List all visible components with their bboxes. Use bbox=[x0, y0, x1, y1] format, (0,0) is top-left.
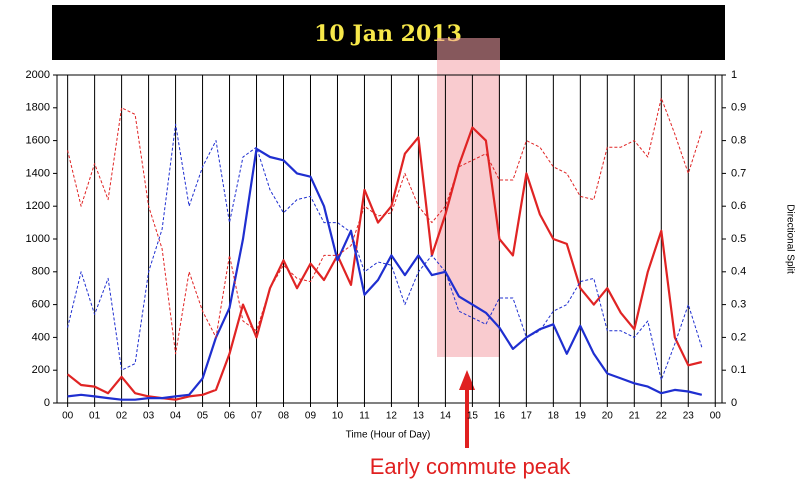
y-tick-label: 1800 bbox=[26, 102, 50, 114]
y2-tick-label: 0.3 bbox=[731, 299, 746, 311]
x-tick-label: 00 bbox=[62, 411, 74, 422]
x-tick-label: 15 bbox=[467, 411, 479, 422]
x-tick-label: 10 bbox=[332, 411, 344, 422]
y-tick-label: 0 bbox=[44, 397, 50, 409]
y2-tick-label: 1 bbox=[731, 69, 737, 81]
x-tick-label: 04 bbox=[170, 411, 182, 422]
x-tick-label: 08 bbox=[278, 411, 290, 422]
x-tick-label: 16 bbox=[494, 411, 506, 422]
series-line bbox=[67, 97, 703, 355]
x-tick-label: 18 bbox=[548, 411, 560, 422]
x-tick-label: 17 bbox=[521, 411, 533, 422]
x-tick-label: 13 bbox=[413, 411, 425, 422]
y2-tick-label: 0.5 bbox=[731, 233, 746, 245]
x-tick-label: 03 bbox=[143, 411, 155, 422]
y2-tick-label: 0 bbox=[731, 397, 737, 409]
y2-tick-label: 0.6 bbox=[731, 200, 746, 212]
arrow-head bbox=[459, 370, 475, 390]
x-tick-label: 12 bbox=[386, 411, 398, 422]
y2-tick-label: 0.9 bbox=[731, 102, 746, 114]
y-tick-label: 1400 bbox=[26, 167, 50, 179]
y-tick-label: 2000 bbox=[26, 69, 50, 81]
y2-tick-label: 0.8 bbox=[731, 135, 746, 147]
highlight-region bbox=[437, 38, 500, 357]
x-tick-label: 07 bbox=[251, 411, 263, 422]
y-tick-label: 1600 bbox=[26, 135, 50, 147]
x-tick-label: 21 bbox=[629, 411, 641, 422]
x-tick-label: 05 bbox=[197, 411, 209, 422]
title-banner bbox=[52, 5, 725, 60]
x-tick-label: 01 bbox=[89, 411, 101, 422]
x-tick-label: 06 bbox=[224, 411, 236, 422]
y2-tick-label: 0.7 bbox=[731, 167, 746, 179]
x-tick-label: 23 bbox=[683, 411, 695, 422]
x-axis-label: Time (Hour of Day) bbox=[346, 430, 431, 441]
y-tick-label: 1000 bbox=[26, 233, 50, 245]
x-tick-label: 09 bbox=[305, 411, 317, 422]
y-tick-label: 1200 bbox=[26, 200, 50, 212]
x-tick-label: 19 bbox=[575, 411, 587, 422]
series-line bbox=[67, 123, 703, 381]
y-tick-label: 600 bbox=[32, 299, 50, 311]
x-tick-label: 22 bbox=[656, 411, 668, 422]
plot-frame bbox=[56, 74, 723, 404]
x-tick-label: 00 bbox=[710, 411, 722, 422]
y2-axis-label: Directional Split bbox=[784, 204, 795, 274]
y-tick-label: 200 bbox=[32, 364, 50, 376]
y-tick-label: 400 bbox=[32, 331, 50, 343]
series-line bbox=[67, 147, 703, 401]
y-tick-label: 800 bbox=[32, 266, 50, 278]
annotation: Early commute peak bbox=[370, 454, 572, 479]
x-tick-label: 02 bbox=[116, 411, 128, 422]
x-tick-label: 20 bbox=[602, 411, 614, 422]
y2-tick-label: 0.2 bbox=[731, 331, 746, 343]
x-tick-label: 14 bbox=[440, 411, 452, 422]
x-tick-label: 11 bbox=[359, 411, 370, 422]
y2-tick-label: 0.4 bbox=[731, 266, 746, 278]
y2-tick-label: 0.1 bbox=[731, 364, 746, 376]
